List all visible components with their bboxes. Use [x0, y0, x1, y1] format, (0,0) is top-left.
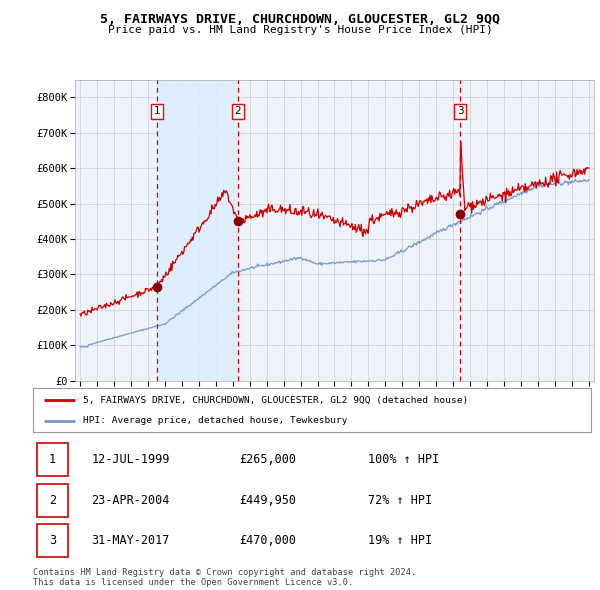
FancyBboxPatch shape — [37, 524, 68, 557]
Text: 5, FAIRWAYS DRIVE, CHURCHDOWN, GLOUCESTER, GL2 9QQ: 5, FAIRWAYS DRIVE, CHURCHDOWN, GLOUCESTE… — [100, 13, 500, 26]
Text: 3: 3 — [49, 534, 56, 547]
Text: 23-APR-2004: 23-APR-2004 — [92, 493, 170, 507]
Text: 100% ↑ HPI: 100% ↑ HPI — [368, 453, 439, 466]
Text: £449,950: £449,950 — [239, 493, 296, 507]
FancyBboxPatch shape — [37, 484, 68, 516]
Text: £265,000: £265,000 — [239, 453, 296, 466]
Text: Price paid vs. HM Land Registry's House Price Index (HPI): Price paid vs. HM Land Registry's House … — [107, 25, 493, 35]
Text: 31-MAY-2017: 31-MAY-2017 — [92, 534, 170, 547]
Bar — [157, 80, 238, 381]
Text: HPI: Average price, detached house, Tewkesbury: HPI: Average price, detached house, Tewk… — [83, 417, 348, 425]
Text: 72% ↑ HPI: 72% ↑ HPI — [368, 493, 432, 507]
Text: 5, FAIRWAYS DRIVE, CHURCHDOWN, GLOUCESTER, GL2 9QQ (detached house): 5, FAIRWAYS DRIVE, CHURCHDOWN, GLOUCESTE… — [83, 395, 469, 405]
Text: 1: 1 — [154, 106, 160, 116]
Text: 19% ↑ HPI: 19% ↑ HPI — [368, 534, 432, 547]
Text: 3: 3 — [457, 106, 463, 116]
Text: Contains HM Land Registry data © Crown copyright and database right 2024.
This d: Contains HM Land Registry data © Crown c… — [33, 568, 416, 587]
Text: 2: 2 — [235, 106, 241, 116]
Text: 2: 2 — [49, 493, 56, 507]
Text: £470,000: £470,000 — [239, 534, 296, 547]
Text: 1: 1 — [49, 453, 56, 466]
Text: 12-JUL-1999: 12-JUL-1999 — [92, 453, 170, 466]
FancyBboxPatch shape — [37, 443, 68, 476]
